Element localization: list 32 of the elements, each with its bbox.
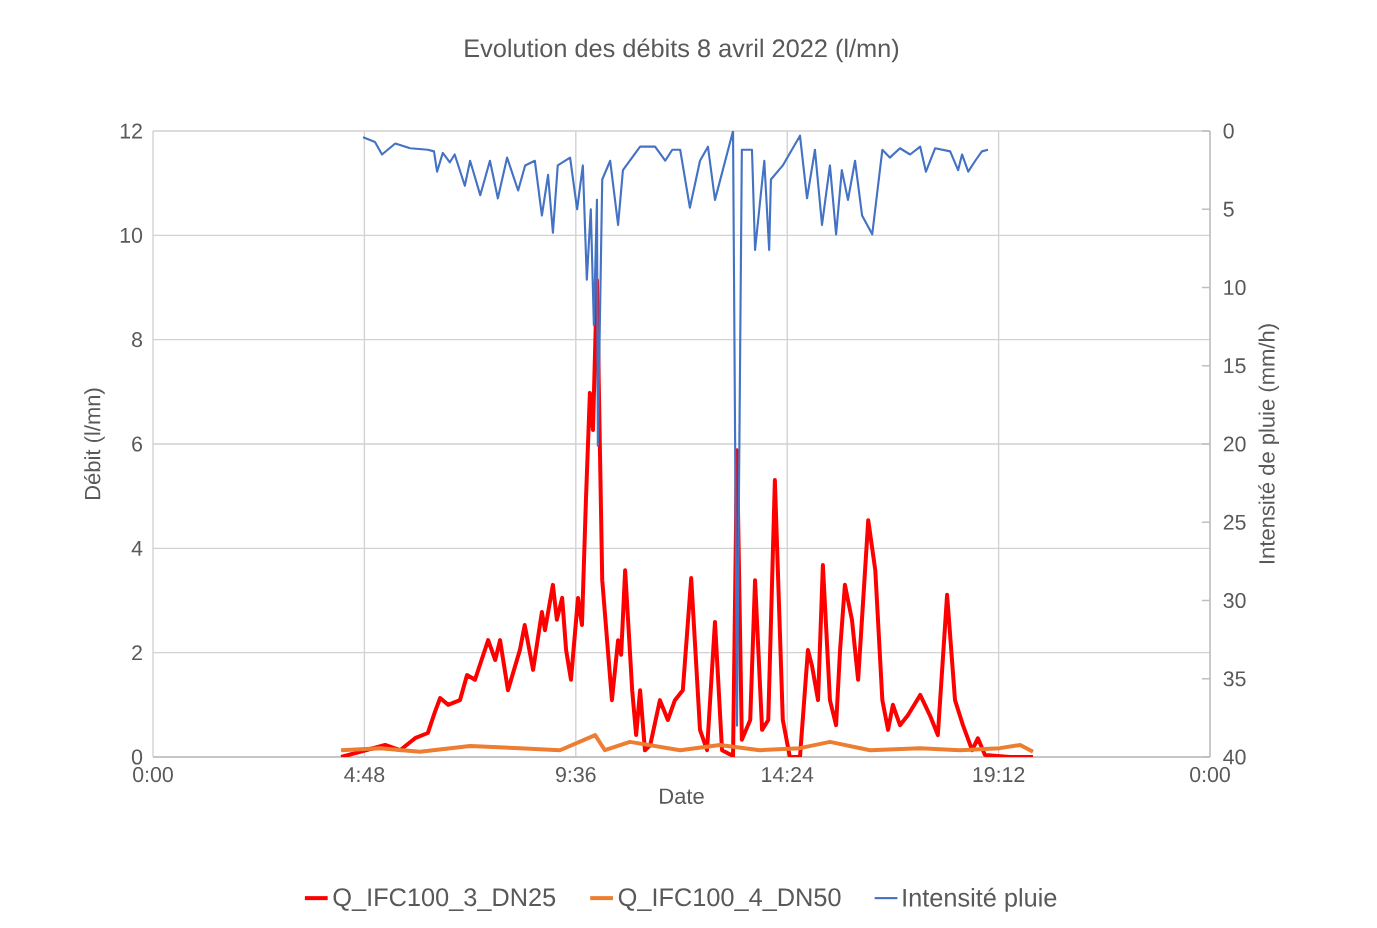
y-tick-label: 0 [131,749,143,765]
x-tick-label: 14:24 [762,767,814,782]
y2-tick-label: 10 [1224,279,1246,296]
y2-tick-label: 0 [1223,123,1234,139]
y2-tick-label: 30 [1223,592,1246,609]
y2-tick-label: 35 [1223,671,1246,687]
y-tick-label: 8 [132,332,143,348]
line-series [339,733,1035,754]
y-tick-label: 6 [132,436,143,452]
y2-tick-label: 25 [1223,514,1246,530]
legend-label: Intensité pluie [903,887,1057,912]
y-tick-label: 10 [120,227,143,243]
y-tick-label: 12 [120,123,142,139]
y-axis-title: Débit (l/mn) [83,388,105,500]
line-series [362,131,990,727]
legend-label: Q_IFC100_4_DN50 [618,888,841,912]
x-tick-label: 4:48 [344,767,385,783]
x-axis-title: Date [660,788,704,804]
y-tick-label: 2 [132,645,142,661]
y2-tick-label: 15 [1224,358,1246,374]
x-tick-label: 9:36 [556,767,596,783]
y2-tick-label: 40 [1223,749,1246,765]
chart-title: Evolution des débits 8 avril 2022 (l/mn) [465,38,899,63]
x-tick-label: 19:12 [973,767,1025,783]
x-tick-label: 0:00 [1190,767,1230,783]
y2-axis-title: Intensité de pluie (mm/h) [1258,324,1280,564]
y-tick-label: 4 [131,540,143,556]
y2-tick-label: 20 [1223,436,1246,452]
line-series [339,278,1035,757]
x-tick-label: 0:00 [133,767,173,783]
y2-tick-label: 5 [1223,201,1234,217]
legend-label: Q_IFC100_3_DN25 [333,888,556,912]
